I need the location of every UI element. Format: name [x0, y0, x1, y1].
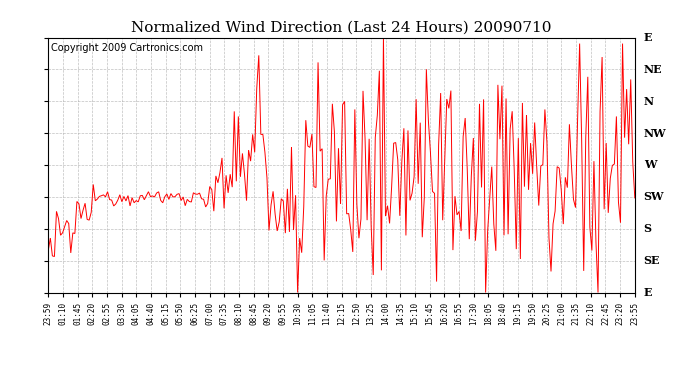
Text: SE: SE: [644, 255, 660, 266]
Text: E: E: [644, 32, 652, 43]
Text: NW: NW: [644, 128, 667, 139]
Text: NE: NE: [644, 64, 662, 75]
Text: S: S: [644, 223, 651, 234]
Text: E: E: [644, 287, 652, 298]
Title: Normalized Wind Direction (Last 24 Hours) 20090710: Normalized Wind Direction (Last 24 Hours…: [131, 21, 552, 35]
Text: W: W: [644, 159, 656, 171]
Text: SW: SW: [644, 191, 664, 202]
Text: Copyright 2009 Cartronics.com: Copyright 2009 Cartronics.com: [51, 43, 204, 52]
Text: N: N: [644, 96, 653, 107]
